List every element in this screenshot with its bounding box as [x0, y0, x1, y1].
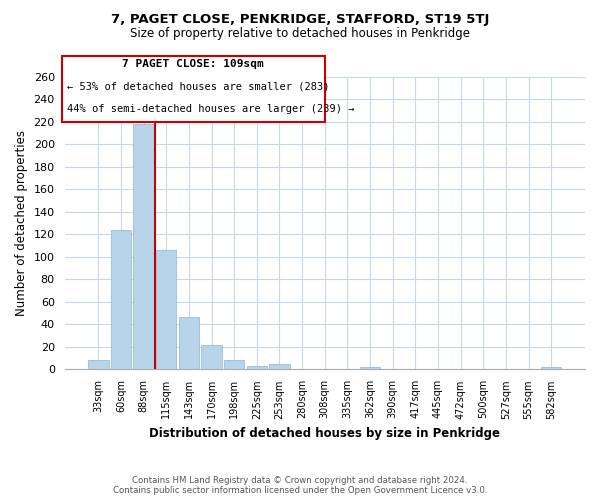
- Bar: [202, 344, 222, 370]
- Text: Contains HM Land Registry data © Crown copyright and database right 2024.
Contai: Contains HM Land Registry data © Crown c…: [113, 476, 487, 495]
- Bar: [224, 360, 244, 370]
- Bar: [88, 360, 109, 370]
- FancyBboxPatch shape: [62, 56, 325, 122]
- Bar: [269, 364, 290, 370]
- Bar: [133, 124, 154, 370]
- Text: ← 53% of detached houses are smaller (283): ← 53% of detached houses are smaller (28…: [67, 81, 329, 91]
- Text: 44% of semi-detached houses are larger (239) →: 44% of semi-detached houses are larger (…: [67, 104, 355, 114]
- Bar: [541, 367, 562, 370]
- Bar: [360, 367, 380, 370]
- Bar: [156, 250, 176, 370]
- Text: 7 PAGET CLOSE: 109sqm: 7 PAGET CLOSE: 109sqm: [122, 60, 264, 70]
- Text: Size of property relative to detached houses in Penkridge: Size of property relative to detached ho…: [130, 28, 470, 40]
- Y-axis label: Number of detached properties: Number of detached properties: [15, 130, 28, 316]
- Bar: [111, 230, 131, 370]
- X-axis label: Distribution of detached houses by size in Penkridge: Distribution of detached houses by size …: [149, 427, 500, 440]
- Text: 7, PAGET CLOSE, PENKRIDGE, STAFFORD, ST19 5TJ: 7, PAGET CLOSE, PENKRIDGE, STAFFORD, ST1…: [111, 12, 489, 26]
- Bar: [247, 366, 267, 370]
- Bar: [179, 316, 199, 370]
